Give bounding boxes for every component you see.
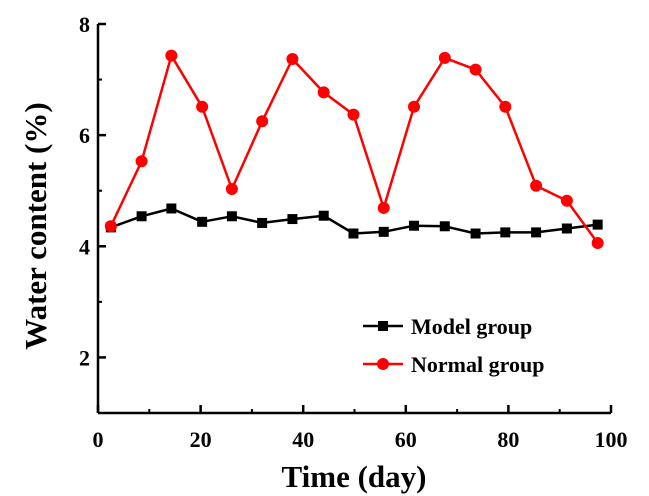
data-point — [197, 216, 208, 227]
series-model-group — [105, 203, 603, 239]
y-tick-label: 4 — [79, 234, 90, 259]
legend-item: Normal group — [363, 352, 544, 377]
data-point — [530, 179, 543, 192]
data-point — [166, 203, 177, 214]
legend: Model group Normal group — [363, 314, 544, 377]
data-point — [226, 211, 237, 222]
data-point — [317, 86, 330, 99]
legend-label: Normal group — [411, 352, 544, 377]
data-point — [347, 108, 360, 121]
x-tick-label: 60 — [395, 427, 417, 452]
data-point — [561, 223, 572, 234]
x-tick-label: 0 — [93, 427, 104, 452]
data-point — [287, 214, 298, 225]
data-point — [318, 210, 329, 221]
data-point — [438, 51, 451, 64]
data-point — [135, 155, 148, 168]
data-point — [348, 228, 359, 239]
series-layer — [104, 49, 604, 249]
data-point — [470, 228, 481, 239]
y-tick-label: 6 — [79, 123, 90, 148]
y-tick-label: 8 — [79, 12, 90, 37]
data-point — [377, 201, 390, 214]
data-point — [378, 226, 389, 237]
legend-label: Model group — [411, 314, 532, 339]
data-point — [165, 49, 178, 62]
data-point — [500, 227, 511, 238]
x-tick-label: 40 — [292, 427, 314, 452]
data-point — [469, 63, 482, 76]
legend-item: Model group — [363, 314, 532, 339]
data-point — [499, 100, 512, 113]
axes: 0 20 40 60 80 100 2 4 6 8 — [79, 12, 628, 452]
data-point — [225, 183, 238, 196]
x-tick-label: 20 — [190, 427, 212, 452]
data-point — [286, 53, 299, 66]
data-point — [439, 221, 450, 232]
data-point — [256, 115, 269, 128]
data-point — [104, 220, 117, 233]
data-point — [409, 220, 420, 231]
series-normal-group — [104, 49, 604, 249]
y-tick-label: 2 — [79, 345, 90, 370]
data-point — [531, 227, 542, 238]
data-point — [591, 236, 604, 249]
y-axis-title: Water content (%) — [18, 102, 53, 349]
x-tick-label: 80 — [497, 427, 519, 452]
data-point — [408, 100, 421, 113]
data-point — [257, 217, 268, 228]
data-point — [592, 219, 603, 230]
data-point — [136, 211, 147, 222]
data-point — [196, 100, 209, 113]
x-axis-title: Time (day) — [282, 459, 427, 494]
legend-marker — [377, 358, 389, 370]
legend-marker — [378, 321, 388, 331]
data-point — [560, 194, 573, 207]
x-tick-label: 100 — [595, 427, 628, 452]
